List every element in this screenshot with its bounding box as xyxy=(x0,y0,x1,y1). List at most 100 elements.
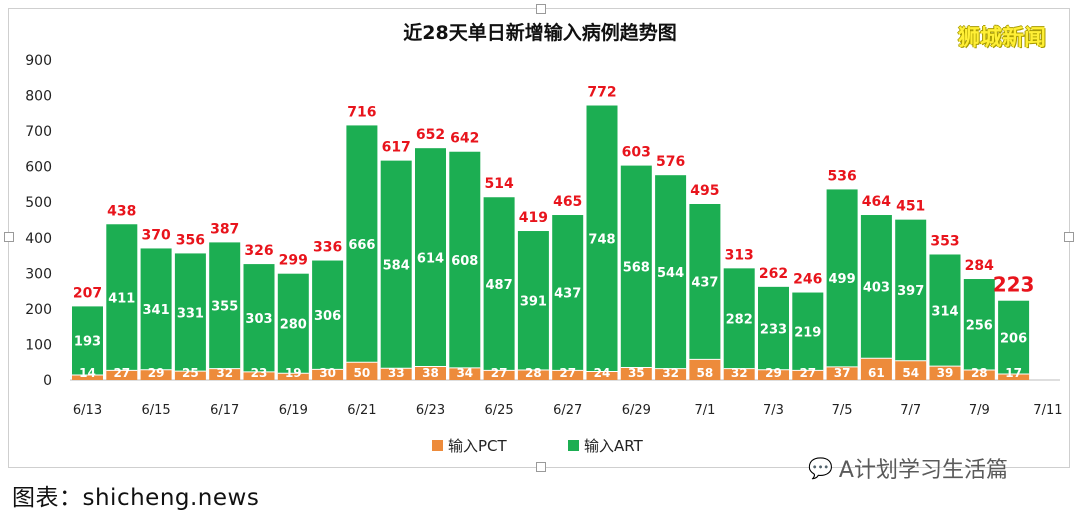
resize-handle-left[interactable] xyxy=(4,232,14,242)
y-tick-label: 600 xyxy=(25,160,52,176)
data-label-total: 419 xyxy=(519,210,548,226)
x-tick-label: 7/1 xyxy=(694,403,715,418)
watermark-text: shicheng.news xyxy=(82,485,260,511)
watermark-prefix: 图表： xyxy=(12,485,83,511)
bar-art xyxy=(174,253,206,372)
data-label-total: 465 xyxy=(553,194,582,210)
data-label-total: 514 xyxy=(484,176,513,192)
bar-pct xyxy=(243,371,275,380)
data-label-pct: 32 xyxy=(731,366,748,380)
watermark: 图表：shicheng.news xyxy=(12,478,259,512)
bar-art xyxy=(620,165,652,368)
data-label-art: 608 xyxy=(451,254,478,269)
bar-pct xyxy=(380,368,412,380)
bar-pct xyxy=(346,362,378,380)
bar-art xyxy=(277,273,309,374)
data-label-art: 280 xyxy=(280,317,307,332)
data-label-pct: 32 xyxy=(216,366,233,380)
x-tick-label: 6/17 xyxy=(210,403,239,418)
data-label-art: 499 xyxy=(829,272,856,287)
data-label-art: 256 xyxy=(966,319,993,334)
y-tick-label: 300 xyxy=(25,266,52,282)
data-label-total: 370 xyxy=(141,227,170,243)
data-label-total: 284 xyxy=(965,258,994,274)
x-tick-label: 7/3 xyxy=(763,403,784,418)
bar-pct xyxy=(586,371,618,380)
data-label-art: 355 xyxy=(211,300,238,315)
data-label-art: 314 xyxy=(931,304,958,319)
bar-pct xyxy=(792,370,824,380)
data-label-art: 306 xyxy=(314,309,341,324)
data-label-art: 331 xyxy=(177,306,204,321)
data-label-pct: 35 xyxy=(628,366,645,380)
bar-art xyxy=(655,175,687,369)
data-label-total: 387 xyxy=(210,221,239,237)
y-tick-label: 500 xyxy=(25,195,52,211)
legend-swatch-pct xyxy=(432,440,443,451)
data-label-art: 193 xyxy=(74,335,101,350)
bar-art xyxy=(483,197,515,371)
chart-bars xyxy=(72,105,1030,380)
data-label-art: 397 xyxy=(897,284,924,299)
data-label-art: 437 xyxy=(691,276,718,291)
bar-art xyxy=(517,231,549,371)
data-label-pct: 29 xyxy=(148,366,165,380)
x-tick-label: 6/19 xyxy=(279,403,308,418)
data-label-pct: 14 xyxy=(79,366,96,380)
data-label-total: 356 xyxy=(176,232,205,248)
x-tick-label: 6/29 xyxy=(622,403,651,418)
legend-swatch-art xyxy=(568,440,579,451)
bar-pct xyxy=(860,358,892,380)
bar-pct xyxy=(552,370,584,380)
bar-pct xyxy=(929,366,961,380)
x-tick-label: 6/25 xyxy=(484,403,513,418)
bar-art xyxy=(929,254,961,367)
data-label-pct: 27 xyxy=(113,366,130,380)
chart-axes: 0 100 200 300 400 500 600 700 800 900 6/13 6/15 6/17… xyxy=(25,53,1062,418)
bar-pct xyxy=(209,368,241,380)
data-label-total: 576 xyxy=(656,154,685,170)
bar-art xyxy=(209,242,241,369)
bar-art xyxy=(689,204,721,360)
bar-art xyxy=(552,215,584,371)
data-label-total: 313 xyxy=(725,247,754,263)
x-tick-label: 7/9 xyxy=(969,403,990,418)
chart-labels: 1419320727411438293413702533135632355387… xyxy=(73,85,1035,380)
data-label-total: 495 xyxy=(690,183,719,199)
data-label-art: 341 xyxy=(143,303,170,318)
data-label-pct: 50 xyxy=(354,366,371,380)
data-label-art: 487 xyxy=(486,278,513,293)
bar-pct xyxy=(620,367,652,380)
bar-pct xyxy=(277,373,309,380)
data-label-pct: 27 xyxy=(799,366,816,380)
data-label-art: 614 xyxy=(417,251,444,266)
data-label-total: 336 xyxy=(313,240,342,256)
y-tick-label: 0 xyxy=(43,373,52,389)
x-tick-label: 6/23 xyxy=(416,403,445,418)
data-label-art: 282 xyxy=(726,312,753,327)
wechat-icon: 💬 xyxy=(808,456,833,480)
data-label-pct: 28 xyxy=(971,366,988,380)
bar-pct xyxy=(723,368,755,380)
bar-pct xyxy=(655,368,687,380)
data-label-total: 207 xyxy=(73,285,102,301)
resize-handle-bottom[interactable] xyxy=(536,462,546,472)
resize-handle-top[interactable] xyxy=(536,4,546,14)
x-tick-label: 7/11 xyxy=(1033,403,1062,418)
bar-art xyxy=(860,215,892,359)
bar-art xyxy=(449,151,481,368)
data-label-total: 438 xyxy=(107,203,136,219)
data-label-art: 219 xyxy=(794,325,821,340)
data-label-pct: 33 xyxy=(388,366,405,380)
bar-pct xyxy=(517,370,549,380)
x-tick-label: 6/13 xyxy=(73,403,102,418)
data-label-pct: 19 xyxy=(285,366,302,380)
data-label-total: 603 xyxy=(622,145,651,161)
resize-handle-right[interactable] xyxy=(1064,232,1074,242)
bar-pct xyxy=(415,366,446,380)
bar-pct xyxy=(140,369,172,380)
data-label-art: 748 xyxy=(588,232,615,247)
wechat-account-name: A计划学习生活篇 xyxy=(838,458,1008,483)
wechat-account: 💬 A计划学习生活篇 xyxy=(808,452,1008,484)
